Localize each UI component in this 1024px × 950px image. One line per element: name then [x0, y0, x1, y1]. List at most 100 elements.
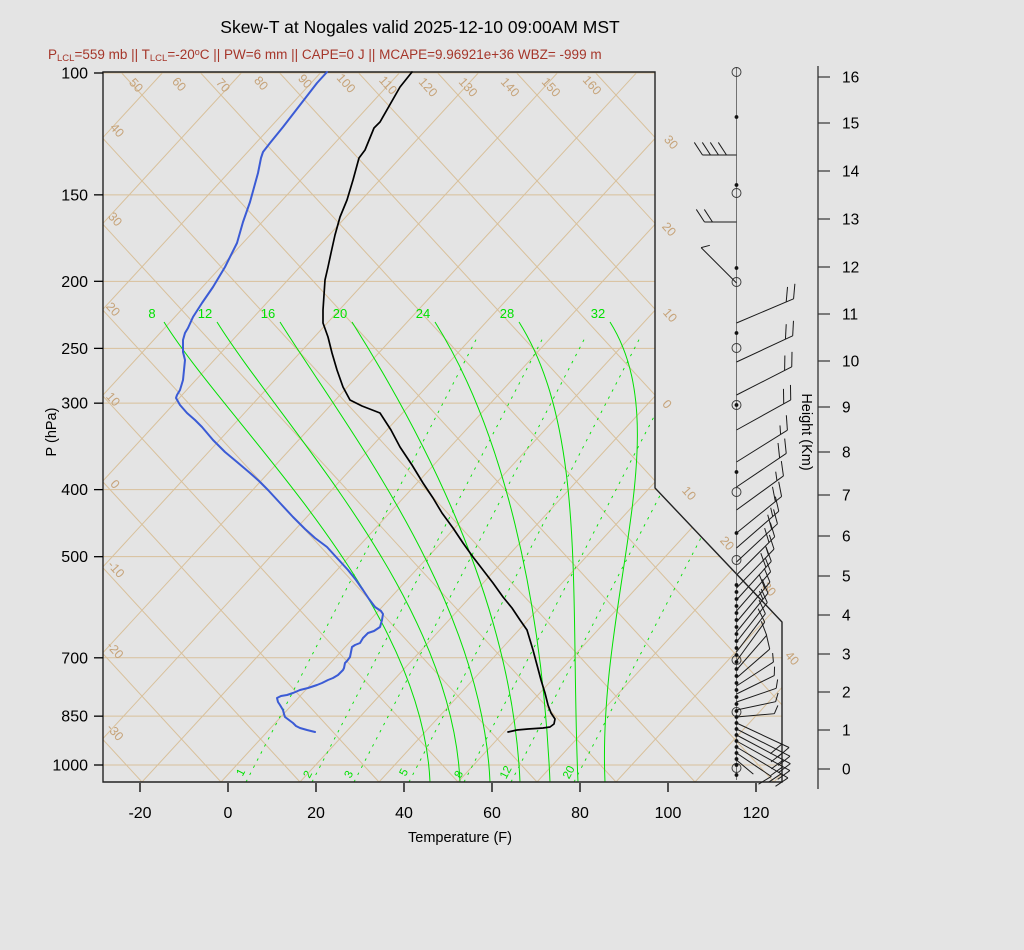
wind-barb-column — [693, 67, 796, 787]
height-tick-label: 13 — [842, 212, 859, 229]
height-tick-label: 2 — [842, 685, 851, 702]
wind-barb — [736, 438, 787, 488]
wind-barb — [736, 384, 792, 431]
pressure-tick-label: 700 — [61, 650, 88, 667]
height-tick-label: 15 — [842, 116, 859, 133]
pressure-axis-label: P (hPa) — [44, 408, 60, 457]
pressure-tick-label: 200 — [61, 274, 88, 291]
isotherm-label-top: 60 — [169, 74, 189, 94]
skewt-background-grid — [103, 72, 782, 782]
wind-barb — [736, 283, 796, 324]
moist-adiabat-label: 28 — [500, 306, 514, 321]
wind-barb — [693, 142, 737, 156]
isotherm-label-top: 140 — [498, 75, 522, 100]
isotherm-label-left: 40 — [107, 120, 127, 140]
wind-barb — [736, 588, 768, 643]
dewpoint-trace — [175, 71, 384, 733]
wind-barb — [736, 320, 794, 363]
wind-barb — [736, 759, 754, 775]
height-tick-label: 14 — [842, 164, 860, 181]
height-tick-label: 16 — [842, 70, 859, 87]
height-tick-label: 12 — [842, 260, 859, 277]
wind-barb — [736, 752, 772, 785]
adiabat-label-right: 40 — [782, 648, 802, 668]
temperature-axis-label: Temperature (F) — [408, 830, 512, 846]
wind-barb — [736, 460, 784, 511]
pressure-tick-label: 1000 — [52, 758, 88, 775]
temperature-tick-label: 60 — [483, 805, 501, 822]
pressure-tick-label: 250 — [61, 341, 88, 358]
temperature-tick-label: 80 — [571, 805, 589, 822]
wind-barb — [736, 634, 771, 679]
grid-line-labels: 50 60 70 80 90 100 110 120 130 140 150 160403020100… — [103, 71, 802, 781]
wind-barb — [736, 522, 776, 576]
mixing-ratio-label: 8 — [453, 769, 467, 780]
adiabat-label-right: 20 — [717, 533, 737, 553]
temperature-tick-label: 100 — [655, 805, 682, 822]
moist-adiabat-label: 24 — [416, 306, 430, 321]
wind-barb — [736, 599, 766, 653]
moist-adiabat-label: 12 — [198, 306, 212, 321]
height-tick-label: 9 — [842, 400, 851, 417]
height-tick-label: 8 — [842, 445, 851, 462]
height-tick-label: 10 — [842, 354, 860, 371]
height-tick-label: 5 — [842, 569, 851, 586]
isotherm-label-top: 50 — [126, 75, 146, 95]
temperature-tick-label: 120 — [743, 805, 770, 822]
adiabat-label-right: 20 — [659, 219, 679, 239]
wind-barb — [736, 557, 772, 612]
wind-barb — [736, 621, 768, 671]
chart-subtitle: PLCL=559 mb || TLCL=-20oC || PW=6 mm || … — [48, 47, 602, 64]
adiabat-label-right: 10 — [660, 305, 680, 325]
height-axis-label: Height (Km) — [798, 393, 814, 470]
mixing-ratio-label: 2 — [302, 769, 316, 780]
pressure-tick-label: 400 — [61, 482, 88, 499]
wind-barb — [700, 244, 737, 284]
moist-adiabat-label: 20 — [333, 306, 347, 321]
chart-title: Skew-T at Nogales valid 2025-12-10 09:00… — [220, 17, 620, 37]
wind-barb — [736, 666, 776, 695]
wind-barb — [736, 509, 778, 563]
temperature-tick-label: 40 — [395, 805, 413, 822]
adiabat-label-right: 0 — [659, 397, 674, 412]
isotherm-label-top: 120 — [416, 75, 440, 100]
pressure-tick-label: 300 — [61, 396, 88, 413]
wind-barb — [736, 579, 769, 633]
pressure-tick-label: 850 — [61, 709, 88, 726]
adiabat-label-right: 10 — [679, 483, 699, 503]
isotherm-label-left: 20 — [103, 299, 123, 319]
wind-barb — [736, 415, 788, 463]
temperature-trace — [322, 71, 556, 733]
wind-barb — [695, 209, 737, 223]
pressure-tick-label: 100 — [61, 66, 88, 83]
wind-barb — [736, 734, 791, 774]
moist-adiabat-label: 8 — [148, 306, 155, 321]
adiabat-label-right: 30 — [661, 132, 681, 152]
mixing-ratio-label: 3 — [343, 769, 357, 780]
wind-barb — [736, 608, 766, 662]
height-tick-label: 0 — [842, 762, 851, 779]
wind-barb — [736, 547, 772, 601]
isotherm-label-top: 160 — [580, 73, 604, 98]
moist-adiabat-label: 32 — [591, 306, 605, 321]
wind-barb — [736, 496, 780, 549]
isotherm-label-top: 70 — [213, 75, 233, 95]
wind-barb — [736, 351, 793, 396]
temperature-tick-label: -20 — [128, 805, 151, 822]
plot-boundary — [102, 71, 783, 783]
height-tick-label: 6 — [842, 529, 851, 546]
mixing-ratio-label: 20 — [561, 764, 578, 781]
wind-barb — [736, 728, 791, 766]
height-tick-label: 1 — [842, 723, 851, 740]
moist-adiabat-label: 16 — [261, 306, 275, 321]
wind-barb — [736, 679, 779, 703]
height-tick-label: 7 — [842, 488, 851, 505]
wind-barb — [736, 568, 771, 623]
pressure-tick-label: 500 — [61, 549, 88, 566]
temperature-tick-label: 20 — [307, 805, 325, 822]
wind-barb — [736, 653, 774, 687]
isotherm-label-top: 100 — [334, 71, 358, 96]
isotherm-label-top: 150 — [539, 75, 563, 100]
